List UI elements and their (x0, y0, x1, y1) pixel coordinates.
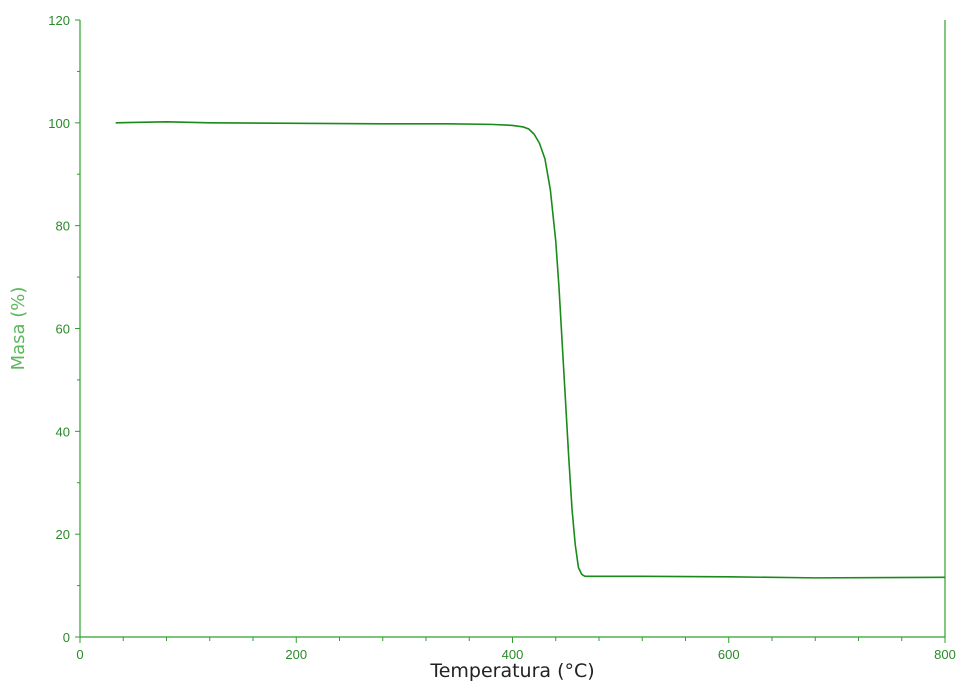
x-tick-label: 200 (285, 647, 307, 662)
y-tick-label: 20 (56, 527, 70, 542)
x-tick-label: 0 (76, 647, 83, 662)
ticks (75, 19, 946, 643)
y-tick-label: 80 (56, 219, 70, 234)
x-tick-label: 400 (502, 647, 524, 662)
y-tick-label: 100 (48, 116, 70, 131)
x-tick-label: 800 (934, 647, 956, 662)
x-axis-title: Temperatura (°C) (429, 660, 594, 682)
y-tick-label: 0 (63, 630, 70, 645)
y-axis-title: Masa (%) (8, 287, 29, 371)
tick-labels: 0 20 40 60 80 100 120 0 200 400 600 800 (48, 13, 956, 662)
series-line (115, 120, 946, 579)
y-tick-label: 60 (56, 322, 70, 337)
axes (79, 20, 946, 638)
y-tick-label: 40 (56, 424, 70, 439)
y-tick-label: 120 (48, 13, 70, 28)
x-tick-label: 600 (718, 647, 740, 662)
